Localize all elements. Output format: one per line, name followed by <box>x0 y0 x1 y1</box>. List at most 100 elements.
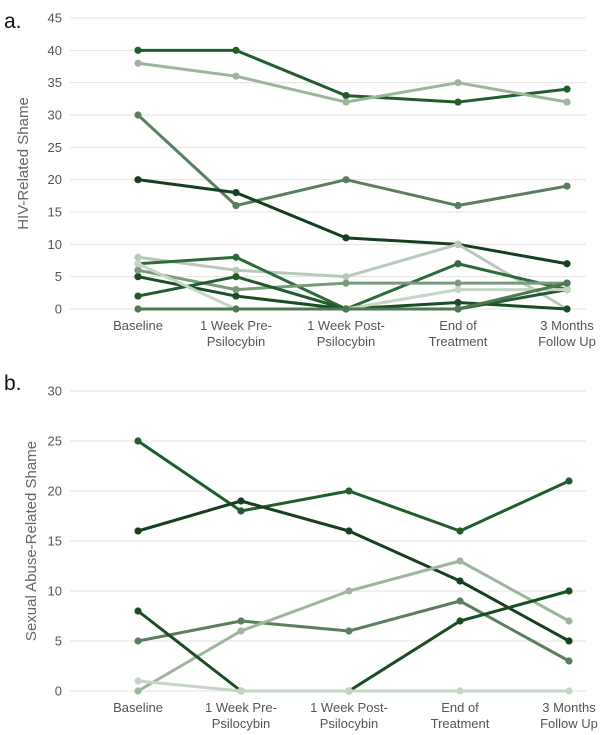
x-tick-label: 3 Months Follow Up <box>538 318 596 349</box>
series-line-6 <box>136 679 571 693</box>
y-tick-label: 20 <box>48 484 62 499</box>
x-tick-label: End of Treatment <box>431 700 490 731</box>
data-point <box>237 687 245 695</box>
data-point <box>456 687 464 695</box>
data-point <box>563 286 571 294</box>
data-point <box>456 557 464 565</box>
y-tick-label: 10 <box>48 584 62 599</box>
data-point <box>563 279 571 287</box>
data-point <box>232 305 240 313</box>
data-point <box>237 507 245 515</box>
series-line-4 <box>136 178 569 266</box>
chart-panel-b: b. Sexual Abuse-Related Shame 0 5 10 15 20 25 30… <box>4 372 598 731</box>
data-point <box>454 201 462 210</box>
x-tick-label: 1 Week Post-Psilocybin <box>307 318 385 349</box>
data-point <box>134 111 142 119</box>
y-tick-label: 45 <box>48 11 62 26</box>
data-point <box>342 234 350 242</box>
data-point <box>342 92 350 100</box>
data-point <box>456 527 464 535</box>
data-point <box>565 477 573 485</box>
data-point <box>454 298 462 307</box>
data-point <box>342 98 350 106</box>
data-point <box>456 617 464 625</box>
data-point <box>237 627 245 635</box>
data-point <box>232 46 240 54</box>
data-point <box>563 182 571 190</box>
data-point <box>454 260 462 268</box>
data-point <box>454 79 462 87</box>
y-axis-label: Sexual Abuse-Related Shame <box>23 441 40 641</box>
x-tick-label: 3 Months Follow Up <box>540 700 598 731</box>
y-tick-label: 10 <box>48 237 62 252</box>
data-point <box>345 687 353 695</box>
data-point <box>565 687 573 695</box>
data-point <box>563 98 571 106</box>
panel-label: b. <box>4 372 22 395</box>
data-point <box>232 273 240 281</box>
data-point <box>232 72 240 80</box>
data-point <box>134 260 142 268</box>
data-point <box>237 497 245 505</box>
data-point <box>232 266 240 274</box>
y-tick-label: 40 <box>48 43 62 58</box>
data-point <box>134 59 142 67</box>
x-tick-label: End of Treatment <box>429 318 488 349</box>
data-point <box>565 617 573 625</box>
data-point <box>345 527 353 535</box>
data-point <box>232 253 240 261</box>
data-point <box>342 279 350 287</box>
data-point <box>232 201 240 210</box>
x-tick-label: Baseline <box>113 318 163 333</box>
data-point <box>563 260 571 268</box>
data-point <box>232 189 240 197</box>
y-tick-label: 30 <box>48 384 62 399</box>
data-point <box>134 273 142 281</box>
y-tick-label: 5 <box>55 269 62 284</box>
data-point <box>345 487 353 495</box>
data-point <box>454 98 462 106</box>
data-point <box>134 607 142 615</box>
x-tick-label: Baseline <box>113 700 163 715</box>
y-axis-label: HIV-Related Shame <box>15 97 32 230</box>
data-point <box>134 305 142 313</box>
y-tick-label: 25 <box>48 140 62 155</box>
y-tick-label: 0 <box>55 302 62 317</box>
data-point <box>565 657 573 665</box>
y-tick-label: 20 <box>48 172 62 187</box>
y-tick-label: 15 <box>48 205 62 220</box>
data-point <box>456 597 464 605</box>
data-point <box>342 176 350 184</box>
data-point <box>134 677 142 685</box>
data-point <box>565 637 573 645</box>
x-tick-label: 1 Week Pre-Psilocybin <box>205 700 277 731</box>
data-point <box>454 305 462 313</box>
series-line-1 <box>136 439 571 533</box>
y-tick-label: 25 <box>48 434 62 449</box>
x-tick-label: 1 Week Pre-Psilocybin <box>200 318 272 349</box>
data-point <box>342 273 350 281</box>
data-point <box>134 687 142 695</box>
data-point <box>134 527 142 535</box>
data-point <box>454 279 462 287</box>
y-tick-label: 35 <box>48 75 62 90</box>
data-point <box>134 176 142 184</box>
data-point <box>237 617 245 625</box>
data-point <box>342 305 350 313</box>
data-point <box>565 587 573 595</box>
series-line-3 <box>136 113 569 208</box>
data-point <box>345 587 353 595</box>
data-point <box>134 437 142 445</box>
data-point <box>454 240 462 248</box>
y-tick-label: 30 <box>48 108 62 123</box>
data-point <box>456 577 464 585</box>
chart-panel-a: a. HIV-Related Shame 0 5 10 15 20 25 30 35 40 45 Bas… <box>4 10 596 349</box>
series-line-1 <box>136 48 569 104</box>
data-point <box>134 292 142 300</box>
series-line-2 <box>136 499 571 643</box>
data-point <box>134 253 142 261</box>
x-tick-label: 1 Week Post-Psilocybin <box>310 700 388 731</box>
data-point <box>134 637 142 645</box>
data-point <box>563 305 571 313</box>
